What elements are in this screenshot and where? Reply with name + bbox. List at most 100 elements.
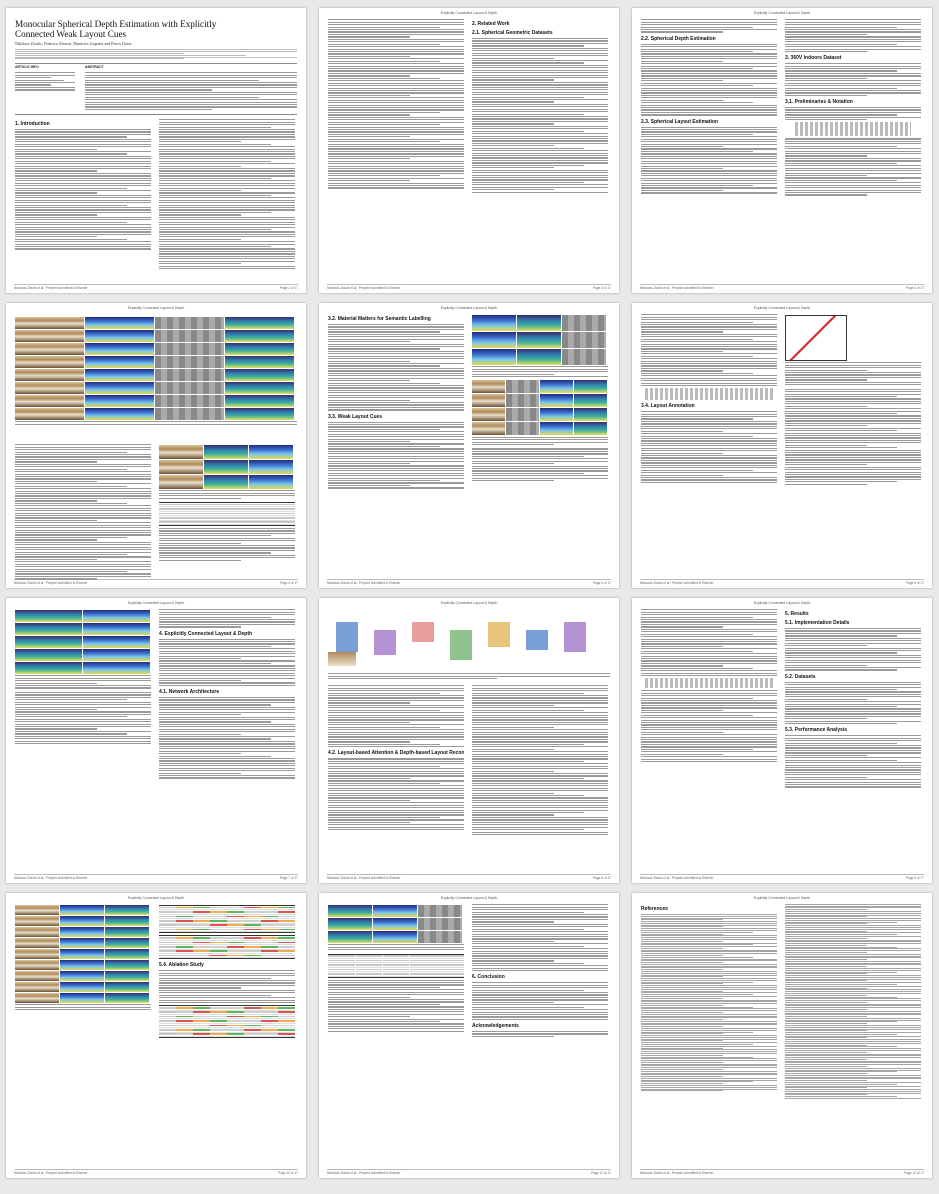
table-row <box>159 1033 295 1037</box>
text-line <box>785 483 867 485</box>
text-line <box>641 692 777 694</box>
text-line <box>472 719 608 721</box>
text-line <box>472 184 608 186</box>
text-line <box>641 377 777 379</box>
pdf-page[interactable]: Explicitly Connected Layout & DepthNikol… <box>6 8 306 293</box>
text-line <box>472 155 608 157</box>
text-line <box>785 667 921 669</box>
figure-3 <box>472 315 608 378</box>
table-cell <box>261 915 278 918</box>
text-line <box>328 821 410 823</box>
text-line <box>641 1003 777 1004</box>
text-line <box>641 175 777 177</box>
text-line <box>15 82 75 84</box>
table-cell <box>193 1029 210 1031</box>
page-footer: Nikolaos Zioulis et al.: Preprint submit… <box>14 284 298 290</box>
text-line <box>785 693 921 695</box>
text-line <box>641 719 777 721</box>
text-line <box>641 63 777 65</box>
figure-image <box>15 610 82 622</box>
text-line <box>641 714 753 716</box>
text-line <box>641 333 777 335</box>
text-line <box>472 1006 584 1008</box>
text-line <box>641 922 777 924</box>
text-line <box>785 1000 921 1001</box>
text-line <box>641 983 723 985</box>
text-line <box>785 701 921 703</box>
text-line <box>15 158 151 160</box>
text-line <box>785 153 921 155</box>
table-cell <box>409 955 437 958</box>
text-line <box>328 719 464 721</box>
text-line <box>159 131 295 133</box>
footer-author: Nikolaos Zioulis et al.: Preprint submit… <box>640 286 714 290</box>
text-line <box>785 46 921 48</box>
table-cell <box>159 508 193 510</box>
running-head: Explicitly Connected Layout & Depth <box>440 11 498 15</box>
text-line <box>328 814 464 816</box>
text-line <box>159 665 295 667</box>
text-line <box>641 1008 777 1010</box>
text-line <box>15 204 127 206</box>
table-cell <box>278 915 295 918</box>
text-line <box>641 1013 777 1015</box>
text-line <box>641 19 777 21</box>
text-line <box>472 174 608 176</box>
text-line <box>328 33 464 36</box>
text-line <box>328 436 464 438</box>
table-row <box>159 1011 295 1015</box>
text-line <box>641 702 777 704</box>
column-right <box>159 118 295 283</box>
text-line <box>328 1020 440 1023</box>
text-line <box>472 1001 554 1003</box>
text-line <box>785 1042 921 1044</box>
table-cell <box>244 1015 261 1018</box>
table-cell <box>278 1024 295 1027</box>
figure-5 <box>785 315 921 387</box>
text-line <box>641 324 777 326</box>
text-line <box>472 135 608 137</box>
text-line <box>785 1008 867 1010</box>
text-line <box>785 652 897 654</box>
text-line <box>641 336 777 338</box>
page-number: Page 2 of 17 <box>592 286 611 290</box>
text-line <box>641 437 777 440</box>
text-line <box>785 150 921 152</box>
text-line <box>472 797 608 799</box>
text-line <box>328 426 464 428</box>
text-line <box>472 751 608 753</box>
text-line <box>641 180 777 182</box>
text-line <box>159 224 295 226</box>
table-cell <box>159 1007 176 1009</box>
table-row <box>159 954 295 959</box>
text-line <box>641 672 777 674</box>
text-line <box>328 175 440 177</box>
page-number: Page 11 of 17 <box>591 1171 611 1175</box>
table-cell <box>159 503 193 506</box>
text-line <box>785 1035 921 1037</box>
text-line <box>641 1058 777 1060</box>
text-line <box>641 619 777 621</box>
text-line <box>641 953 777 955</box>
text-line <box>472 758 608 760</box>
text-line <box>328 360 410 362</box>
text-line <box>328 336 464 338</box>
text-line <box>159 762 295 764</box>
text-line <box>328 470 464 472</box>
text-line <box>641 1061 723 1063</box>
text-line <box>85 74 297 76</box>
text-line <box>472 736 608 738</box>
table-cell <box>176 954 193 957</box>
text-line <box>641 958 777 960</box>
